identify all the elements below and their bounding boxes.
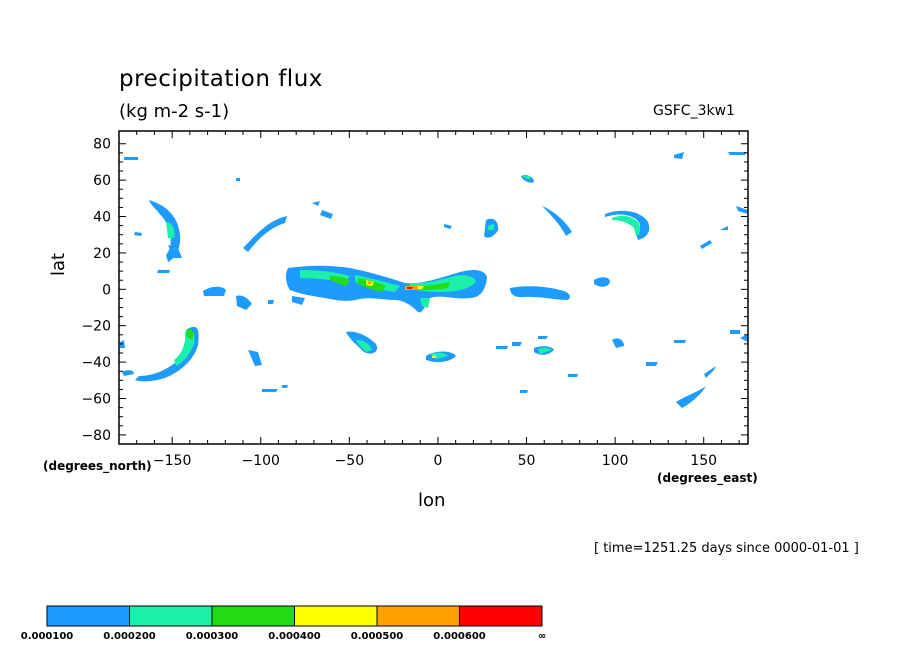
y-tick-label: −80 [81, 428, 111, 444]
y-tick-label: −60 [81, 392, 111, 408]
y-tick-label: −20 [81, 319, 111, 335]
legend-label: 0.000300 [186, 631, 239, 642]
legend-swatch [46, 605, 130, 627]
legend-swatch [129, 605, 213, 627]
legend-label: 0.000500 [351, 631, 404, 642]
y-tick-label: 0 [102, 282, 111, 298]
y-axis: 80 60 40 20 0 −20 −40 −60 −80 [81, 137, 748, 444]
legend-label: 0.000400 [268, 631, 321, 642]
y-tick-label: −40 [81, 355, 111, 371]
legend-swatch [376, 605, 460, 627]
x-axis-label: lon [418, 490, 446, 511]
legend-label: 0.000100 [21, 631, 74, 642]
source-label: GSFC_3kw1 [653, 103, 735, 119]
legend-label: ∞ [538, 631, 546, 642]
x-tick-label: 50 [518, 453, 536, 469]
legend-swatch [294, 605, 378, 627]
y-tick-label: 40 [93, 210, 111, 226]
legend-label: 0.000600 [433, 631, 486, 642]
x-tick-label: 0 [433, 453, 442, 469]
units-label: (kg m-2 s-1) [119, 101, 230, 122]
x-tick-label: −150 [153, 453, 191, 469]
legend-label: 0.000200 [103, 631, 156, 642]
y-tick-label: 80 [93, 137, 111, 153]
x-tick-label: 100 [602, 453, 629, 469]
x-tick-label: −50 [335, 453, 365, 469]
x-tick-label: 150 [690, 453, 717, 469]
color-legend: 0.000100 0.000200 0.000300 0.000400 0.000500… [21, 605, 546, 642]
legend-swatch [211, 605, 295, 627]
y-tick-label: 20 [93, 246, 111, 262]
y-axis-units: (degrees_north) [43, 459, 152, 473]
x-tick-label: −100 [242, 453, 280, 469]
x-axis: −150 −100 −50 0 50 100 150 [136, 131, 740, 469]
chart-title: precipitation flux [119, 66, 323, 92]
time-label: [ time=1251.25 days since 0000-01-01 ] [594, 541, 859, 556]
plot-frame [118, 130, 749, 445]
legend-swatch [459, 605, 543, 627]
y-tick-label: 60 [93, 173, 111, 189]
x-axis-units: (degrees_east) [657, 471, 758, 485]
precipitation-field [120, 152, 748, 408]
